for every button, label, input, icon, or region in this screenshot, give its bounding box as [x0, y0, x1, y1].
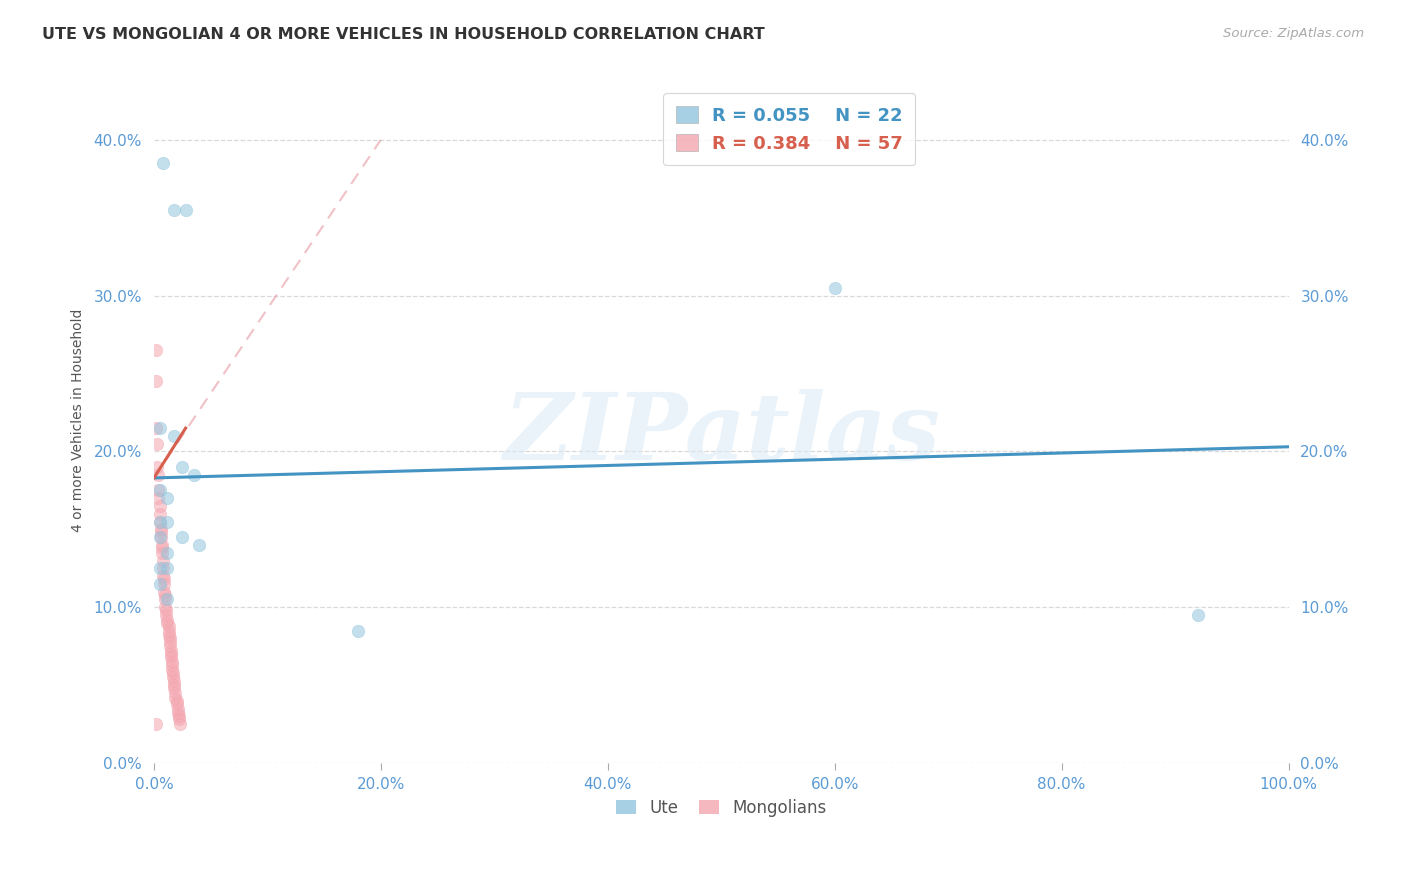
Point: [172, 530, 194, 544]
Point: [160, 655, 183, 669]
Point: [152, 561, 174, 575]
Point: [157, 619, 180, 633]
Point: [156, 592, 179, 607]
Point: [155, 592, 177, 607]
Point: [174, 202, 197, 217]
Point: [145, 717, 167, 731]
Point: [165, 686, 187, 700]
Point: [159, 632, 181, 646]
Point: [1187, 608, 1209, 623]
Point: [824, 281, 846, 295]
Point: [156, 561, 179, 575]
Point: [162, 665, 184, 680]
Point: [148, 561, 170, 575]
Point: [163, 681, 186, 696]
Point: [150, 546, 173, 560]
Point: [167, 709, 190, 723]
Point: [163, 429, 186, 443]
Point: [155, 588, 177, 602]
Point: [149, 522, 172, 536]
Point: [163, 673, 186, 688]
Y-axis label: 4 or more Vehicles in Household: 4 or more Vehicles in Household: [72, 309, 86, 532]
Text: UTE VS MONGOLIAN 4 OR MORE VEHICLES IN HOUSEHOLD CORRELATION CHART: UTE VS MONGOLIAN 4 OR MORE VEHICLES IN H…: [42, 27, 765, 42]
Point: [166, 694, 188, 708]
Point: [146, 436, 169, 450]
Point: [166, 706, 188, 721]
Point: [166, 701, 188, 715]
Point: [152, 156, 174, 170]
Point: [160, 650, 183, 665]
Point: [172, 460, 194, 475]
Point: [160, 647, 183, 661]
Point: [156, 546, 179, 560]
Point: [146, 460, 169, 475]
Point: [165, 690, 187, 705]
Point: [145, 374, 167, 388]
Point: [156, 491, 179, 506]
Point: [157, 624, 180, 638]
Point: [148, 577, 170, 591]
Point: [155, 600, 177, 615]
Point: [149, 530, 172, 544]
Point: [148, 483, 170, 498]
Point: [156, 613, 179, 627]
Point: [157, 628, 180, 642]
Point: [148, 515, 170, 529]
Point: [148, 467, 170, 482]
Point: [159, 634, 181, 648]
Point: [148, 530, 170, 544]
Point: [148, 507, 170, 521]
Point: [152, 569, 174, 583]
Point: [145, 421, 167, 435]
Point: [163, 678, 186, 692]
Point: [156, 615, 179, 630]
Point: [159, 639, 181, 653]
Point: [150, 538, 173, 552]
Point: [347, 624, 370, 638]
Point: [160, 644, 183, 658]
Point: [167, 713, 190, 727]
Point: [155, 603, 177, 617]
Point: [153, 572, 176, 586]
Point: [148, 483, 170, 498]
Point: [153, 577, 176, 591]
Point: [183, 467, 205, 482]
Point: [149, 525, 172, 540]
Point: [152, 553, 174, 567]
Point: [160, 663, 183, 677]
Point: [145, 343, 167, 358]
Point: [162, 670, 184, 684]
Point: [188, 538, 211, 552]
Point: [148, 491, 170, 506]
Point: [150, 541, 173, 555]
Point: [156, 515, 179, 529]
Text: Source: ZipAtlas.com: Source: ZipAtlas.com: [1223, 27, 1364, 40]
Point: [169, 717, 191, 731]
Point: [148, 499, 170, 513]
Point: [148, 421, 170, 435]
Legend: Ute, Mongolians: Ute, Mongolians: [610, 792, 832, 823]
Text: ZIPatlas: ZIPatlas: [503, 389, 939, 479]
Point: [166, 697, 188, 711]
Point: [148, 515, 170, 529]
Point: [155, 608, 177, 623]
Point: [153, 584, 176, 599]
Point: [163, 202, 186, 217]
Point: [160, 657, 183, 672]
